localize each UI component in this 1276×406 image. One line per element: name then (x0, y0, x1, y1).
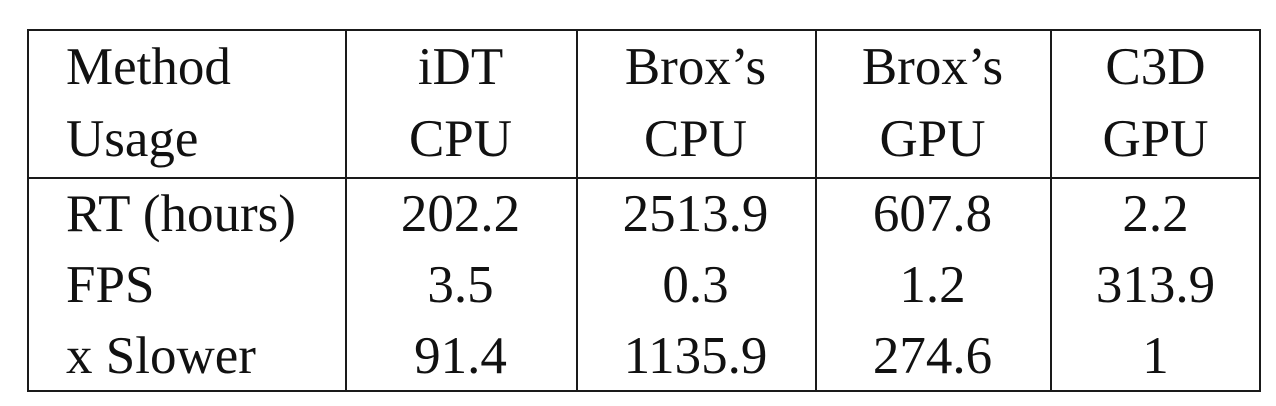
header-cell: GPU (1102, 110, 1209, 168)
table-cell: 1 (1142, 327, 1169, 385)
table-cell: 91.4 (414, 327, 507, 385)
column-separator (576, 31, 578, 390)
table-cell: 0.3 (662, 256, 729, 314)
header-cell: GPU (879, 110, 986, 168)
header-row-method: Method iDT Brox’s Brox’s C3D (29, 31, 1259, 103)
table-cell: 313.9 (1095, 256, 1216, 314)
table-row: FPS 3.5 0.3 1.2 313.9 (29, 249, 1259, 321)
column-separator (815, 31, 817, 390)
table-cell: 202.2 (400, 185, 521, 243)
header-cell: Usage (66, 110, 199, 168)
table-cell: 3.5 (427, 256, 494, 314)
performance-table: Method iDT Brox’s Brox’s C3D Usage CPU C… (27, 29, 1261, 392)
header-row-usage: Usage CPU CPU GPU GPU (29, 103, 1259, 175)
table-cell: 2513.9 (622, 185, 769, 243)
header-cell: CPU (408, 110, 513, 168)
table-cell: 2.2 (1122, 185, 1189, 243)
header-cell: C3D (1105, 38, 1206, 96)
row-label: x Slower (66, 327, 256, 385)
table-cell: 1.2 (899, 256, 966, 314)
table-cell: 607.8 (872, 185, 993, 243)
header-separator (29, 177, 1259, 179)
row-label: RT (hours) (66, 185, 296, 243)
column-separator (1050, 31, 1052, 390)
row-label: FPS (66, 256, 155, 314)
header-cell: iDT (417, 38, 504, 96)
column-separator (345, 31, 347, 390)
table-cell: 1135.9 (623, 327, 768, 385)
table-row: RT (hours) 202.2 2513.9 607.8 2.2 (29, 178, 1259, 250)
header-cell: Brox’s (624, 38, 767, 96)
table-row: x Slower 91.4 1135.9 274.6 1 (29, 320, 1259, 392)
table-cell: 274.6 (872, 327, 993, 385)
header-cell: Method (66, 38, 231, 96)
header-cell: CPU (643, 110, 748, 168)
header-cell: Brox’s (861, 38, 1004, 96)
